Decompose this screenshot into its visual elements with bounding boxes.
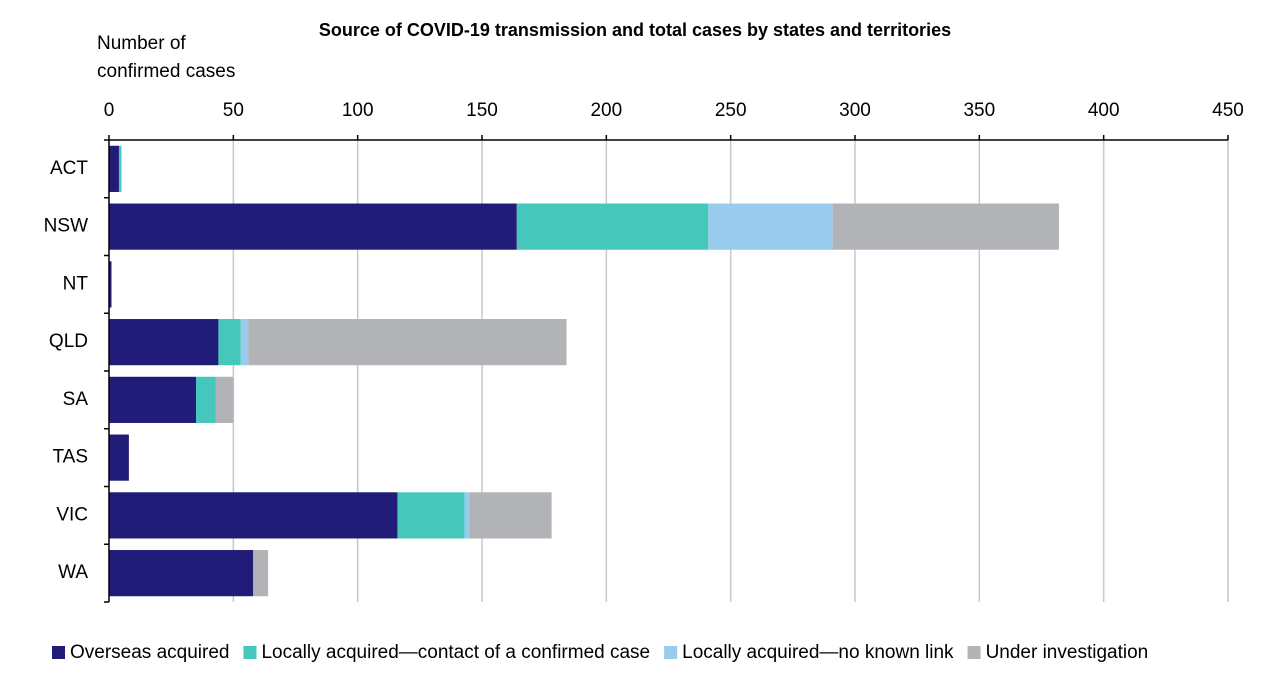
y-tick-label: SA xyxy=(63,389,89,410)
legend-label: Overseas acquired xyxy=(70,642,229,663)
bar-segment xyxy=(469,492,552,539)
bar-segment xyxy=(215,376,234,423)
legend-swatch xyxy=(52,646,65,659)
bar-segment xyxy=(109,145,119,192)
y-tick-label: QLD xyxy=(49,331,88,352)
x-tick-label: 200 xyxy=(590,100,622,121)
y-tick-label: NT xyxy=(63,273,89,294)
bar-segment xyxy=(109,203,517,250)
bar-segment xyxy=(109,376,197,423)
x-tick-label: 150 xyxy=(466,100,498,121)
bar-segment xyxy=(253,550,269,597)
bar-segment xyxy=(248,319,567,366)
legend-label: Locally acquired—no known link xyxy=(682,642,954,663)
legend-swatch xyxy=(967,646,981,659)
x-tick-label: 250 xyxy=(715,100,747,121)
y-tick-label: VIC xyxy=(56,504,88,525)
x-tick-label: 400 xyxy=(1088,100,1120,121)
legend-label: Under investigation xyxy=(986,642,1149,663)
axis-label: confirmed cases xyxy=(97,61,235,82)
legend-swatch xyxy=(664,646,678,659)
legend-swatch xyxy=(243,646,257,659)
x-tick-label: 50 xyxy=(223,100,244,121)
bar-segment xyxy=(109,261,112,308)
bar-segment xyxy=(109,492,398,539)
bar-segment xyxy=(516,203,709,250)
x-tick-label: 100 xyxy=(342,100,374,121)
bar-segment xyxy=(109,550,254,597)
y-tick-label: NSW xyxy=(44,216,88,237)
x-tick-label: 350 xyxy=(963,100,995,121)
x-tick-label: 0 xyxy=(104,100,115,121)
x-tick-label: 450 xyxy=(1212,100,1244,121)
axis-label: Number of xyxy=(97,33,186,54)
bar-segment xyxy=(109,319,219,366)
y-tick-label: ACT xyxy=(50,158,88,179)
bar-segment xyxy=(240,319,249,366)
bar-segment xyxy=(118,145,122,192)
chart-title: Source of COVID-19 transmission and tota… xyxy=(319,20,951,40)
bar-segment xyxy=(832,203,1059,250)
y-tick-label: WA xyxy=(58,562,88,583)
bar-segment xyxy=(109,434,129,481)
bar-segment xyxy=(218,319,241,366)
legend-label: Locally acquired—contact of a confirmed … xyxy=(261,642,650,663)
bar-segment xyxy=(397,492,465,539)
bar-segment xyxy=(196,376,216,423)
bar-segment xyxy=(464,492,470,539)
bar-segment xyxy=(708,203,833,250)
y-tick-label: TAS xyxy=(52,447,88,468)
x-tick-label: 300 xyxy=(839,100,871,121)
